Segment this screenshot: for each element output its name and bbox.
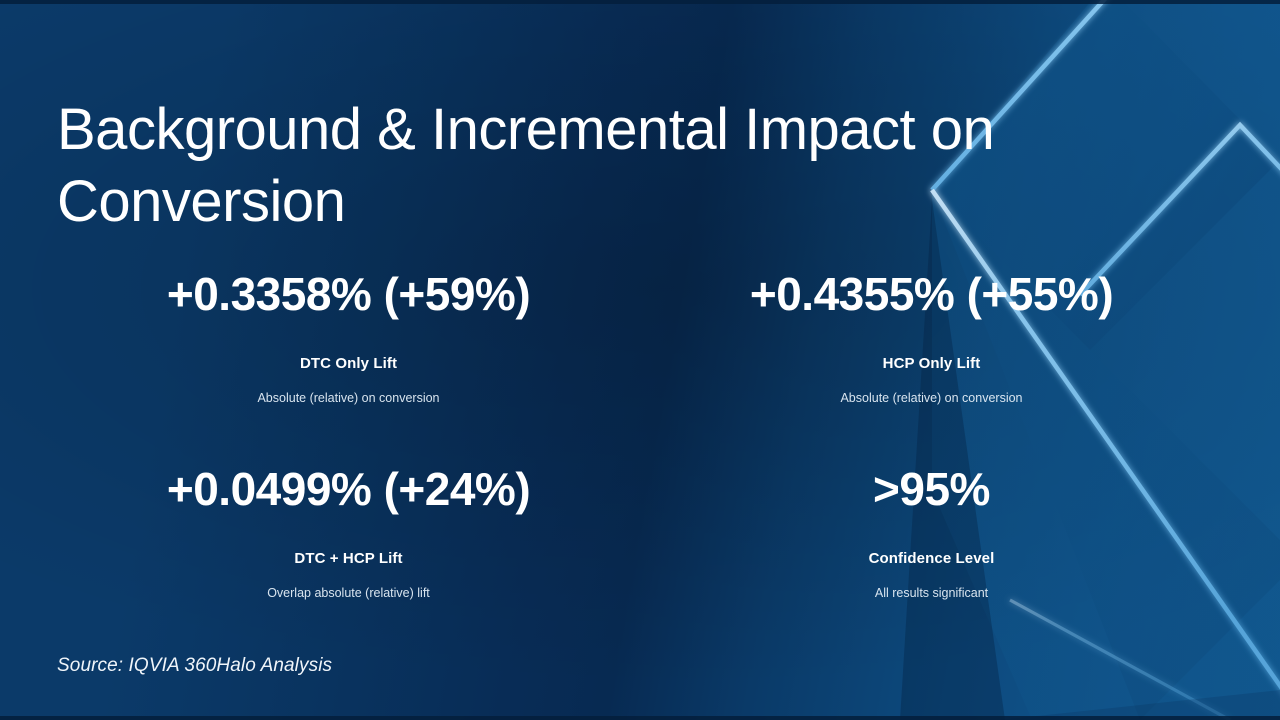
stat-label: HCP Only Lift bbox=[882, 355, 981, 372]
stat-label: DTC Only Lift bbox=[299, 355, 398, 372]
stat-card-dtc-plus-hcp-lift: +0.0499% (+24%) DTC + HCP Lift Overlap a… bbox=[57, 457, 640, 652]
stat-card-confidence-level: >95% Confidence Level All results signif… bbox=[640, 457, 1223, 652]
page-title: Background & Incremental Impact on Conve… bbox=[57, 96, 995, 234]
stat-sublabel: All results significant bbox=[874, 586, 989, 600]
stats-grid: +0.3358% (+59%) DTC Only Lift Absolute (… bbox=[57, 262, 1223, 652]
stat-value: +0.3358% (+59%) bbox=[166, 268, 531, 320]
stat-card-dtc-only-lift: +0.3358% (+59%) DTC Only Lift Absolute (… bbox=[57, 262, 640, 457]
stat-sublabel: Absolute (relative) on conversion bbox=[840, 391, 1023, 405]
stat-label: Confidence Level bbox=[868, 550, 995, 567]
stat-label: DTC + HCP Lift bbox=[294, 550, 403, 567]
stat-value: +0.4355% (+55%) bbox=[749, 268, 1114, 320]
stat-value: >95% bbox=[873, 463, 990, 515]
stat-card-hcp-only-lift: +0.4355% (+55%) HCP Only Lift Absolute (… bbox=[640, 262, 1223, 457]
slide-edge-top bbox=[0, 0, 1280, 4]
stat-sublabel: Overlap absolute (relative) lift bbox=[267, 586, 430, 600]
stat-sublabel: Absolute (relative) on conversion bbox=[257, 391, 440, 405]
slide-edge-bottom bbox=[0, 716, 1280, 720]
source-note: Source: IQVIA 360Halo Analysis bbox=[57, 655, 333, 676]
stat-value: +0.0499% (+24%) bbox=[166, 463, 531, 515]
